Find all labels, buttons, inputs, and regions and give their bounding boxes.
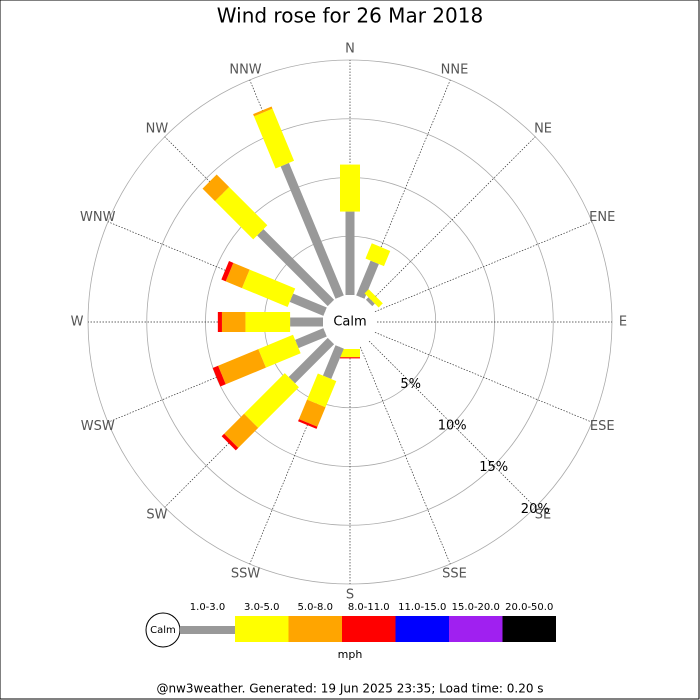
direction-bars xyxy=(221,261,327,316)
bar-segment xyxy=(340,349,360,358)
bar-segment xyxy=(365,297,375,307)
direction-label: N xyxy=(345,42,355,57)
direction-label: SW xyxy=(146,508,167,523)
direction-label: WSW xyxy=(81,419,115,434)
bar-segment xyxy=(202,174,230,202)
legend-label: 5.0-8.0 xyxy=(298,602,333,613)
direction-bars xyxy=(356,243,391,299)
spoke xyxy=(374,221,593,312)
direction-bars xyxy=(221,337,335,451)
bar-segment xyxy=(253,106,273,117)
direction-label: SE xyxy=(535,508,551,523)
bar-segment xyxy=(295,328,327,349)
spoke xyxy=(368,136,536,304)
direction-label: SSE xyxy=(442,567,467,582)
bar-segment xyxy=(221,261,234,282)
calm-label: Calm xyxy=(333,315,366,330)
legend-swatch xyxy=(288,616,342,642)
ring-label: 15% xyxy=(479,460,508,475)
chart-title: Wind rose for 26 Mar 2018 xyxy=(217,4,483,28)
bar-segment xyxy=(221,433,239,451)
grid-ring xyxy=(146,118,554,526)
footer: @nw3weather. Generated: 19 Jun 2025 23:3… xyxy=(156,682,543,696)
direction-label: NNW xyxy=(229,62,261,77)
legend-label: 1.0-3.0 xyxy=(190,602,225,613)
direction-label: SSW xyxy=(231,567,261,582)
direction-bars xyxy=(364,289,383,308)
legend-swatch xyxy=(395,616,449,642)
legend-calm-label: Calm xyxy=(150,625,176,636)
bar-segment xyxy=(253,108,295,169)
bar-segment xyxy=(340,357,360,359)
bar-segment xyxy=(225,262,250,289)
bar-segment xyxy=(214,186,268,240)
bar-segment xyxy=(241,269,296,307)
bar-segment xyxy=(364,289,383,308)
legend-swatch xyxy=(180,626,235,634)
legend-label: 8.0-11.0 xyxy=(348,602,390,613)
legend-label: 3.0-5.0 xyxy=(244,602,279,613)
calm-circle xyxy=(325,297,375,347)
bar-segment xyxy=(218,349,266,385)
bar-segment xyxy=(356,260,379,299)
legend-swatch xyxy=(502,616,556,642)
direction-label: W xyxy=(71,315,84,330)
bar-segment xyxy=(221,312,246,332)
bar-segment xyxy=(298,419,318,429)
bar-segment xyxy=(280,162,344,299)
direction-label: NE xyxy=(534,121,552,136)
bar-segment xyxy=(288,337,335,384)
bar-segment xyxy=(298,399,326,427)
bar-segment xyxy=(289,293,327,316)
bar-segment xyxy=(258,334,301,368)
bar-segment xyxy=(245,312,291,332)
bar-segment xyxy=(212,365,226,387)
spoke xyxy=(374,332,593,423)
spoke xyxy=(368,340,536,508)
bar-segment xyxy=(224,413,259,448)
legend-label: 11.0-15.0 xyxy=(398,602,446,613)
direction-label: ESE xyxy=(590,419,615,434)
bar-segment xyxy=(307,373,337,408)
direction-bars xyxy=(298,345,344,429)
ring-label: 20% xyxy=(521,502,550,517)
bar-segment xyxy=(322,345,344,380)
bar-segment xyxy=(340,164,360,212)
direction-bars xyxy=(202,174,335,307)
legend-label: 20.0-50.0 xyxy=(505,602,553,613)
direction-label: NNE xyxy=(441,62,469,77)
direction-bars xyxy=(212,328,327,387)
direction-bars xyxy=(340,164,360,295)
direction-bars xyxy=(217,312,323,332)
legend-swatch xyxy=(235,616,289,642)
bar-segment xyxy=(257,229,335,307)
direction-label: S xyxy=(346,588,354,603)
bar-segment xyxy=(244,373,299,428)
bar-segment xyxy=(217,312,222,332)
legend-swatch xyxy=(342,616,396,642)
direction-bars xyxy=(253,106,344,299)
bar-segment xyxy=(365,243,391,267)
legend-unit: mph xyxy=(338,648,363,661)
bar-segment xyxy=(290,317,323,327)
ring-label: 5% xyxy=(400,377,421,392)
spoke xyxy=(360,346,451,565)
direction-label: ENE xyxy=(589,210,615,225)
direction-label: E xyxy=(619,315,627,330)
bar-segment xyxy=(345,211,355,295)
legend-swatch xyxy=(449,616,503,642)
direction-label: WNW xyxy=(80,210,116,225)
ring-label: 10% xyxy=(438,419,467,434)
legend-label: 15.0-20.0 xyxy=(452,602,500,613)
direction-label: NW xyxy=(146,121,169,136)
direction-bars xyxy=(340,349,360,359)
